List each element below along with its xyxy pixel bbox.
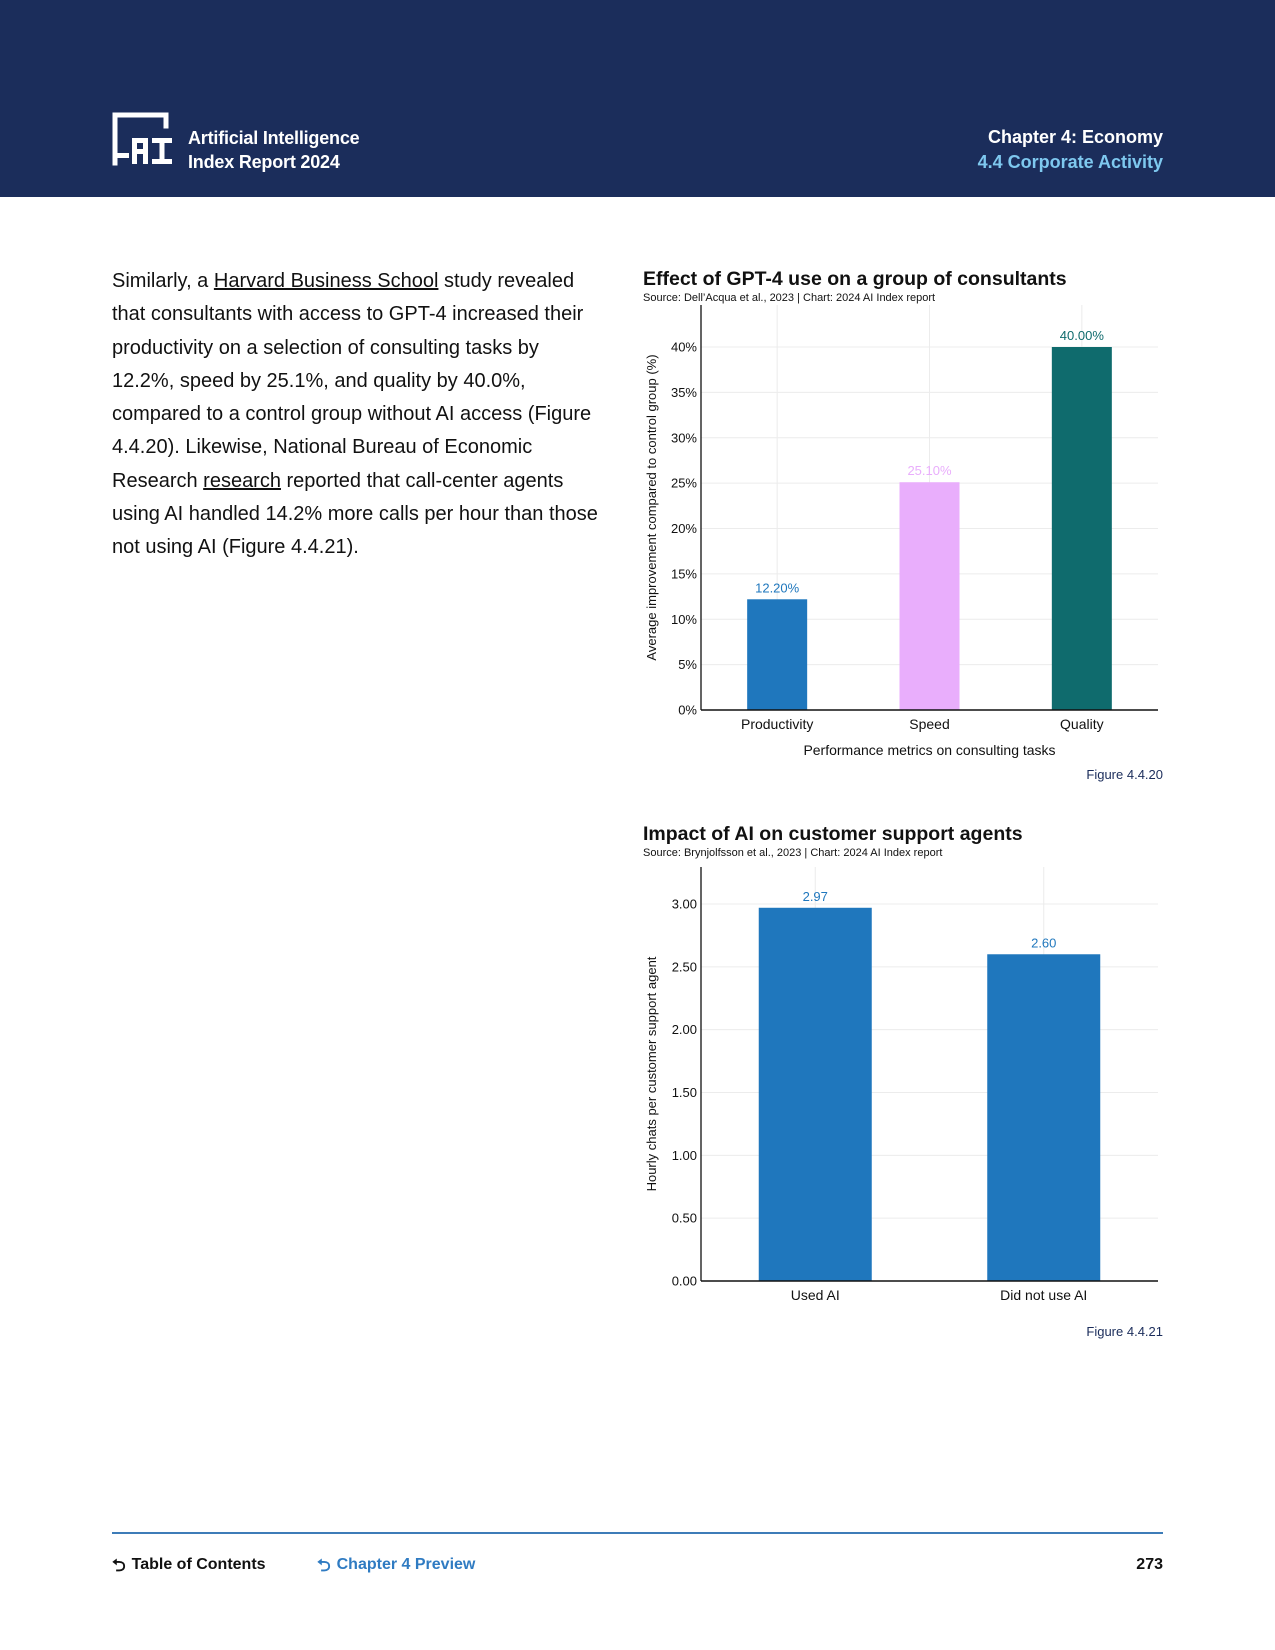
nber-research-link[interactable]: research — [203, 469, 281, 492]
chart-2-y-tick-label: 0.50 — [672, 1211, 697, 1226]
table-of-contents-link[interactable]: ⮌ Table of Contents — [112, 1556, 266, 1574]
chart-2-title: Impact of AI on customer support agents — [643, 823, 1023, 845]
page-number: 273 — [1136, 1556, 1163, 1573]
chart-1-header: Effect of GPT-4 use on a group of consul… — [643, 268, 1067, 304]
chart-1-y-tick-label: 35% — [671, 385, 697, 400]
body-paragraph: Similarly, a Harvard Business School stu… — [112, 265, 602, 565]
chart-1-x-tick-label: Productivity — [741, 716, 813, 732]
chart-2: 0.00 0.50 1.00 1.50 2.00 2.50 3.00 2.97 Used AI 2… — [644, 867, 1158, 1303]
chart-1-y-tick-label: 20% — [671, 521, 697, 536]
chart-1-bar-quality — [1051, 347, 1112, 710]
chart-1: 0% 5% 10% 15% 20% 25% 30% 35% 40% 12.20% Productiv… — [644, 305, 1158, 758]
chapter-4-preview-link[interactable]: ⮌ Chapter 4 Preview — [317, 1556, 475, 1574]
harvard-business-school-link[interactable]: Harvard Business School — [213, 270, 439, 292]
chart-2-y-tick-label: 1.00 — [672, 1148, 697, 1163]
body-text-1: Similarly, a — [112, 270, 214, 292]
chart-2-y-tick-label: 2.50 — [672, 959, 697, 974]
chart-1-bar-productivity — [747, 599, 808, 710]
chart-1-y-tick-label: 40% — [671, 340, 697, 355]
chart-1-data-label: 12.20% — [755, 580, 800, 595]
return-arrow-icon: ⮌ — [112, 1555, 126, 1575]
chart-1-x-tick-label: Quality — [1060, 716, 1104, 732]
chart-1-x-axis-label: Performance metrics on consulting tasks — [803, 742, 1055, 758]
page-header: Artificial Intelligence Index Report 202… — [0, 0, 1275, 197]
chart-1-bar-speed — [899, 482, 960, 710]
chart-1-data-label: 25.10% — [907, 463, 952, 478]
return-arrow-icon: ⮌ — [317, 1555, 331, 1575]
chart-2-y-tick-label: 2.00 — [672, 1022, 697, 1037]
report-name-line-1: Artificial Intelligence — [188, 128, 360, 148]
chart-2-data-label: 2.60 — [1031, 935, 1056, 950]
chart-1-data-label: 40.00% — [1060, 328, 1105, 343]
chart-1-y-tick-label: 15% — [671, 566, 697, 581]
chart-1-y-tick-label: 5% — [678, 657, 697, 672]
section-title[interactable]: 4.4 Corporate Activity — [977, 152, 1163, 172]
figure-4-4-20-caption: Figure 4.4.20 — [1086, 767, 1163, 782]
body-text-2: study revealed that consultants with acc… — [112, 270, 592, 492]
chart-2-data-label: 2.97 — [803, 889, 828, 904]
report-name: Artificial Intelligence Index Report 202… — [188, 126, 360, 174]
chart-1-y-axis-label: Average improvement compared to control … — [644, 354, 659, 660]
footer-rule — [112, 1532, 1163, 1534]
chart-1-y-tick-label: 0% — [678, 703, 697, 718]
figure-4-4-21-caption: Figure 4.4.21 — [1086, 1324, 1163, 1339]
chart-1-x-tick-label: Speed — [909, 716, 949, 732]
chart-2-y-tick-label: 1.50 — [672, 1085, 697, 1100]
chart-2-x-tick-label: Used AI — [791, 1287, 840, 1303]
chart-2-y-axis-label: Hourly chats per customer support agent — [644, 956, 659, 1191]
chart-2-header: Impact of AI on customer support agents … — [643, 823, 1023, 859]
chart-2-bar-used-ai — [758, 907, 872, 1281]
chart-2-source: Source: Brynjolfsson et al., 2023 | Char… — [643, 847, 943, 859]
chart-2-x-tick-label: Did not use AI — [1000, 1287, 1087, 1303]
chart-1-y-tick-label: 25% — [671, 476, 697, 491]
ai-index-logo — [112, 112, 172, 166]
chart-1-y-tick-label: 30% — [671, 430, 697, 445]
chart-1-y-tick-label: 10% — [671, 612, 697, 627]
body-text-3: reported that call-center agents using A… — [112, 469, 598, 559]
chart-2-bar-did-not-use-ai — [987, 954, 1101, 1281]
chart-1-source: Source: Dell’Acqua et al., 2023 | Chart:… — [643, 292, 936, 304]
chart-2-y-tick-label: 3.00 — [672, 897, 697, 912]
report-name-line-2: Index Report 2024 — [188, 152, 340, 172]
chart-2-y-tick-label: 0.00 — [672, 1274, 697, 1289]
chapter-4-preview-label: Chapter 4 Preview — [336, 1556, 476, 1573]
chart-1-title: Effect of GPT-4 use on a group of consul… — [643, 268, 1067, 290]
chapter-title[interactable]: Chapter 4: Economy — [987, 127, 1163, 147]
table-of-contents-label: Table of Contents — [131, 1556, 266, 1573]
